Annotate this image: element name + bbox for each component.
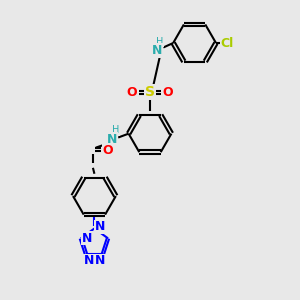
Text: N: N [84, 254, 94, 267]
Text: H: H [112, 125, 119, 135]
Text: N: N [152, 44, 162, 57]
Text: N: N [94, 254, 105, 267]
Text: O: O [127, 85, 137, 98]
Text: O: O [103, 143, 113, 157]
Text: H: H [156, 37, 164, 47]
Text: N: N [107, 133, 117, 146]
Text: N: N [94, 220, 105, 233]
Text: Cl: Cl [221, 37, 234, 50]
Text: N: N [82, 232, 92, 245]
Text: S: S [145, 85, 155, 99]
Text: O: O [163, 85, 173, 98]
